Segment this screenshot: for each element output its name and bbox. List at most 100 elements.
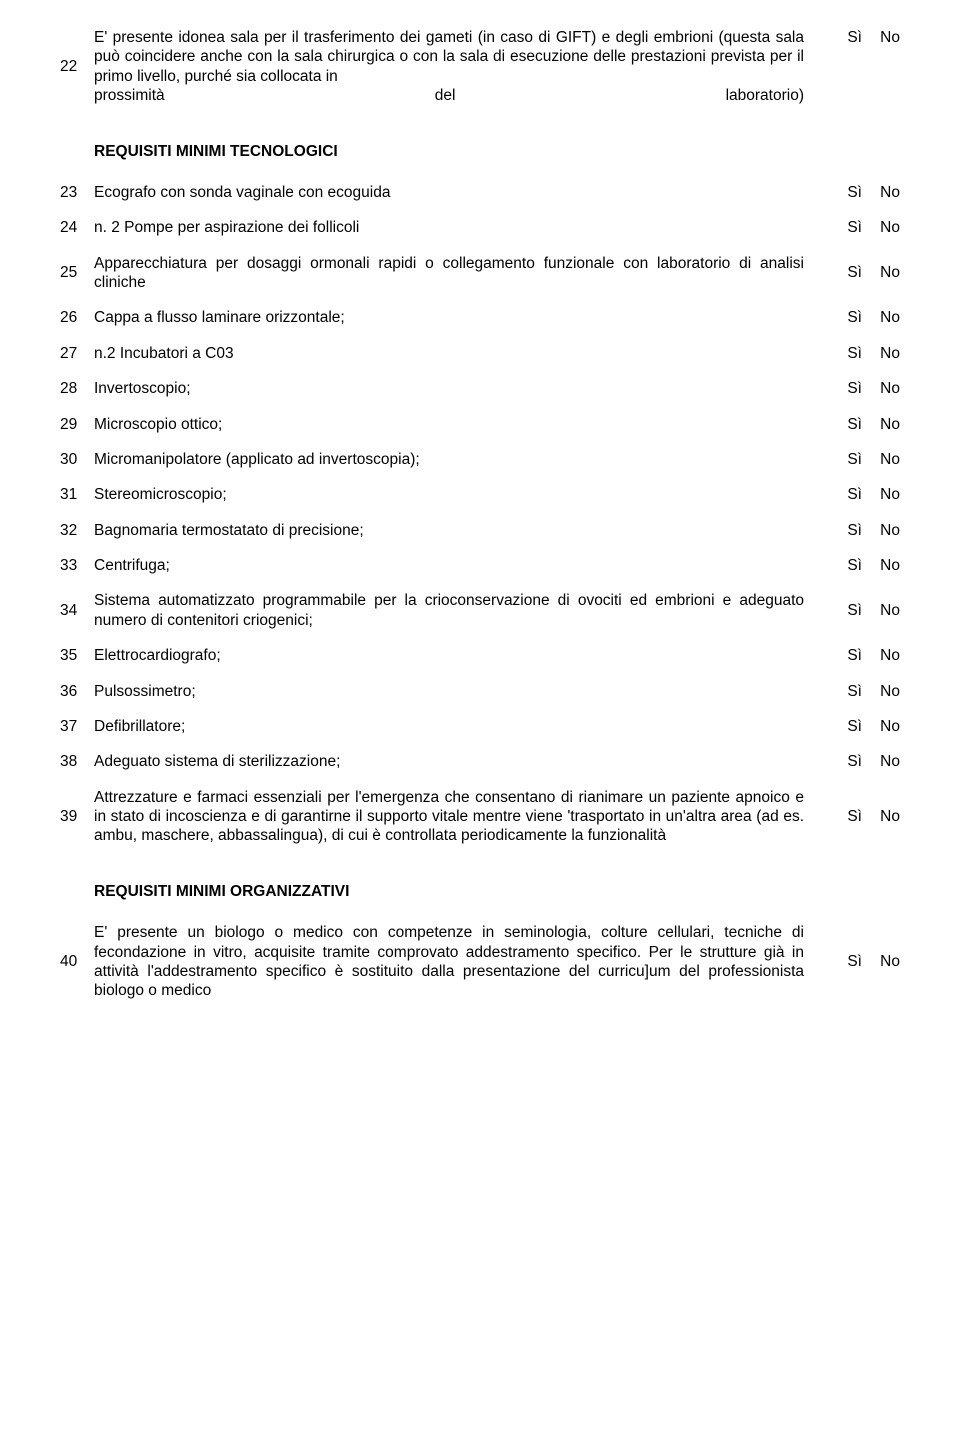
no-label: No bbox=[862, 308, 900, 327]
row-text: Elettrocardiografo; bbox=[94, 646, 824, 665]
requirement-row: 23Ecografo con sonda vaginale con ecogui… bbox=[60, 183, 900, 202]
row-number: 36 bbox=[60, 682, 94, 701]
row-number: 39 bbox=[60, 807, 94, 826]
requirement-row: 31Stereomicroscopio;SìNo bbox=[60, 485, 900, 504]
no-label: No bbox=[862, 379, 900, 398]
row-text: Defibrillatore; bbox=[94, 717, 824, 736]
requirement-row: 36Pulsossimetro;SìNo bbox=[60, 682, 900, 701]
row-text-part1: E' presente idonea sala per il trasferim… bbox=[94, 29, 804, 85]
row-text: E' presente idonea sala per il trasferim… bbox=[94, 28, 824, 106]
lastline-right: laboratorio) bbox=[726, 86, 804, 105]
si-label: Sì bbox=[824, 308, 862, 327]
si-label: Sì bbox=[824, 807, 862, 826]
requirement-row: 35Elettrocardiografo;SìNo bbox=[60, 646, 900, 665]
row-number: 40 bbox=[60, 952, 94, 971]
requirement-row: 22 E' presente idonea sala per il trasfe… bbox=[60, 28, 900, 106]
section2-rows: 40E' presente un biologo o medico con co… bbox=[60, 923, 900, 1001]
row-text: Stereomicroscopio; bbox=[94, 485, 824, 504]
no-label: No bbox=[862, 717, 900, 736]
requirement-row: 38Adeguato sistema di sterilizzazione;Sì… bbox=[60, 752, 900, 771]
requirement-row: 25Apparecchiatura per dosaggi ormonali r… bbox=[60, 254, 900, 293]
requirement-row: 33Centrifuga;SìNo bbox=[60, 556, 900, 575]
no-label: No bbox=[862, 682, 900, 701]
si-label: Sì bbox=[824, 218, 862, 237]
requirement-row: 30Micromanipolatore (applicato ad invert… bbox=[60, 450, 900, 469]
row-number: 29 bbox=[60, 415, 94, 434]
requirement-row: 29Microscopio ottico;SìNo bbox=[60, 415, 900, 434]
requirement-row: 39Attrezzature e farmaci essenziali per … bbox=[60, 788, 900, 846]
section1-rows: 23Ecografo con sonda vaginale con ecogui… bbox=[60, 183, 900, 846]
requirement-row: 27n.2 Incubatori a C03SìNo bbox=[60, 344, 900, 363]
no-label: No bbox=[862, 521, 900, 540]
no-label: No bbox=[862, 485, 900, 504]
lastline-mid: del bbox=[435, 86, 456, 105]
row-text: Ecografo con sonda vaginale con ecoguida bbox=[94, 183, 824, 202]
row-text: Micromanipolatore (applicato ad invertos… bbox=[94, 450, 824, 469]
row-number: 33 bbox=[60, 556, 94, 575]
requirement-row: 26Cappa a flusso laminare orizzontale;Sì… bbox=[60, 308, 900, 327]
section-heading-organizzativi: REQUISITI MINIMI ORGANIZZATIVI bbox=[94, 882, 900, 901]
requirement-row: 24n. 2 Pompe per aspirazione dei follico… bbox=[60, 218, 900, 237]
row-number: 24 bbox=[60, 218, 94, 237]
row-text: Centrifuga; bbox=[94, 556, 824, 575]
si-label: Sì bbox=[824, 415, 862, 434]
no-label: No bbox=[862, 415, 900, 434]
requirement-row: 28Invertoscopio;SìNo bbox=[60, 379, 900, 398]
row-number: 26 bbox=[60, 308, 94, 327]
requirement-row: 34Sistema automatizzato programmabile pe… bbox=[60, 591, 900, 630]
document-page: 22 E' presente idonea sala per il trasfe… bbox=[0, 0, 960, 1448]
no-label: No bbox=[862, 263, 900, 282]
no-label: No bbox=[862, 807, 900, 826]
no-label: No bbox=[862, 952, 900, 971]
si-label: Sì bbox=[824, 28, 862, 47]
row-text: Sistema automatizzato programmabile per … bbox=[94, 591, 824, 630]
row-text: Attrezzature e farmaci essenziali per l'… bbox=[94, 788, 824, 846]
row-text: Cappa a flusso laminare orizzontale; bbox=[94, 308, 824, 327]
si-label: Sì bbox=[824, 379, 862, 398]
row-number: 30 bbox=[60, 450, 94, 469]
no-label: No bbox=[862, 450, 900, 469]
requirement-row: 32Bagnomaria termostatato di precisione;… bbox=[60, 521, 900, 540]
no-label: No bbox=[862, 752, 900, 771]
no-label: No bbox=[862, 601, 900, 620]
requirement-row: 40E' presente un biologo o medico con co… bbox=[60, 923, 900, 1001]
row-number: 27 bbox=[60, 344, 94, 363]
si-label: Sì bbox=[824, 646, 862, 665]
row-number: 32 bbox=[60, 521, 94, 540]
si-label: Sì bbox=[824, 952, 862, 971]
row-text: Invertoscopio; bbox=[94, 379, 824, 398]
section-heading-tecnologici: REQUISITI MINIMI TECNOLOGICI bbox=[94, 142, 900, 161]
lastline-left: prossimità bbox=[94, 86, 165, 105]
si-label: Sì bbox=[824, 450, 862, 469]
si-label: Sì bbox=[824, 183, 862, 202]
no-label: No bbox=[862, 218, 900, 237]
no-label: No bbox=[862, 344, 900, 363]
row-number: 37 bbox=[60, 717, 94, 736]
si-label: Sì bbox=[824, 601, 862, 620]
no-label: No bbox=[862, 28, 900, 47]
row-number: 34 bbox=[60, 601, 94, 620]
requirement-row: 37Defibrillatore;SìNo bbox=[60, 717, 900, 736]
row-text: Microscopio ottico; bbox=[94, 415, 824, 434]
row-number: 35 bbox=[60, 646, 94, 665]
row-text: E' presente un biologo o medico con comp… bbox=[94, 923, 824, 1001]
no-label: No bbox=[862, 646, 900, 665]
row-text: Adeguato sistema di sterilizzazione; bbox=[94, 752, 824, 771]
row-text: n. 2 Pompe per aspirazione dei follicoli bbox=[94, 218, 824, 237]
si-label: Sì bbox=[824, 344, 862, 363]
row-number: 38 bbox=[60, 752, 94, 771]
row-number: 22 bbox=[60, 57, 94, 76]
row-text: Pulsossimetro; bbox=[94, 682, 824, 701]
row-text-lastline: prossimità del laboratorio) bbox=[94, 86, 804, 105]
si-label: Sì bbox=[824, 556, 862, 575]
si-label: Sì bbox=[824, 521, 862, 540]
row-number: 23 bbox=[60, 183, 94, 202]
row-text: Apparecchiatura per dosaggi ormonali rap… bbox=[94, 254, 824, 293]
row-text: Bagnomaria termostatato di precisione; bbox=[94, 521, 824, 540]
si-label: Sì bbox=[824, 263, 862, 282]
no-label: No bbox=[862, 183, 900, 202]
si-label: Sì bbox=[824, 752, 862, 771]
si-label: Sì bbox=[824, 682, 862, 701]
si-label: Sì bbox=[824, 485, 862, 504]
row-text: n.2 Incubatori a C03 bbox=[94, 344, 824, 363]
